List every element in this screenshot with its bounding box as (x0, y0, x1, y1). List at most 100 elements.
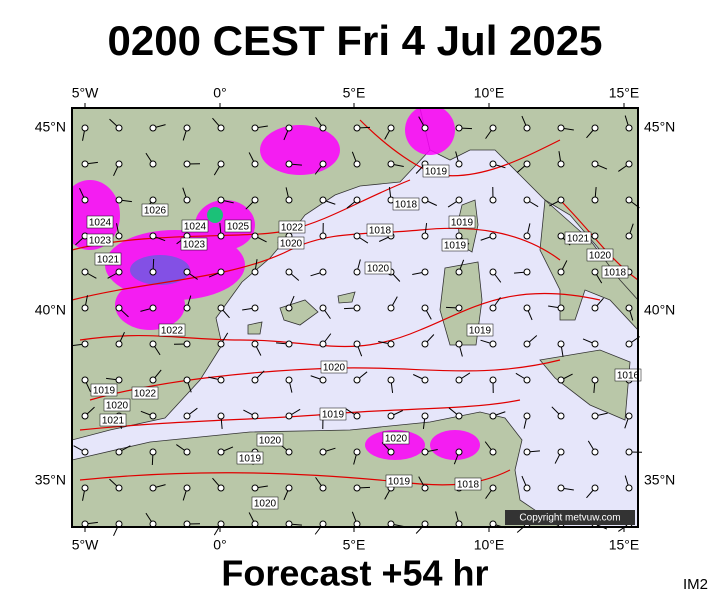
station (252, 233, 258, 239)
station (626, 341, 632, 347)
station (388, 305, 394, 311)
station (626, 125, 632, 131)
station (286, 125, 292, 131)
station (116, 341, 122, 347)
lon-label-bottom: 5°W (72, 537, 99, 553)
isobar-label: 1020 (259, 436, 282, 447)
station (116, 125, 122, 131)
isobar-label: 1025 (227, 222, 250, 233)
station (558, 305, 564, 311)
station (320, 269, 326, 275)
station (252, 341, 258, 347)
isobar-label: 1024 (89, 218, 112, 229)
station (252, 125, 258, 131)
copyright: Copyright metvuw.com (519, 513, 620, 524)
station (218, 269, 224, 275)
station (184, 197, 190, 203)
station (592, 305, 598, 311)
station (422, 377, 428, 383)
lon-label-bottom: 5°E (343, 537, 366, 553)
station (354, 449, 360, 455)
station (354, 161, 360, 167)
station (422, 413, 428, 419)
station (252, 413, 258, 419)
station (116, 305, 122, 311)
station (82, 377, 88, 383)
station (286, 305, 292, 311)
station (456, 269, 462, 275)
station (490, 125, 496, 131)
station (184, 161, 190, 167)
station (354, 125, 360, 131)
station (592, 161, 598, 167)
station (558, 377, 564, 383)
station (184, 413, 190, 419)
station (286, 161, 292, 167)
station (116, 233, 122, 239)
station (218, 161, 224, 167)
station (524, 233, 530, 239)
isobar-label: 1026 (144, 206, 167, 217)
station (456, 305, 462, 311)
station (150, 161, 156, 167)
station (456, 341, 462, 347)
station (150, 341, 156, 347)
station (116, 485, 122, 491)
station (286, 413, 292, 419)
station (286, 485, 292, 491)
station (456, 233, 462, 239)
station (524, 485, 530, 491)
station (388, 377, 394, 383)
station (626, 233, 632, 239)
station (388, 161, 394, 167)
station (422, 449, 428, 455)
isobar-label: 1019 (444, 241, 467, 252)
isobar-label: 1019 (93, 386, 116, 397)
station (558, 485, 564, 491)
station (218, 125, 224, 131)
station (82, 305, 88, 311)
station (116, 377, 122, 383)
station (490, 413, 496, 419)
rain-area (115, 280, 185, 330)
station (558, 233, 564, 239)
station (320, 161, 326, 167)
station (354, 305, 360, 311)
lat-label-right: 35°N (644, 472, 675, 488)
station (524, 341, 530, 347)
station (388, 413, 394, 419)
station (490, 305, 496, 311)
isobar-label: 1019 (388, 477, 411, 488)
station (592, 269, 598, 275)
lon-label-bottom: 15°E (609, 537, 640, 553)
isobar-label: 1024 (184, 222, 207, 233)
station (286, 269, 292, 275)
station (626, 305, 632, 311)
station (592, 233, 598, 239)
station (524, 305, 530, 311)
station (388, 341, 394, 347)
station (558, 413, 564, 419)
isobar-label: 1019 (451, 218, 474, 229)
station (524, 269, 530, 275)
station (422, 485, 428, 491)
station (184, 269, 190, 275)
station (456, 449, 462, 455)
station (150, 377, 156, 383)
station (354, 233, 360, 239)
lon-label-bottom: 10°E (474, 537, 505, 553)
station (592, 197, 598, 203)
station (150, 485, 156, 491)
station (490, 197, 496, 203)
station (286, 377, 292, 383)
isobar-label: 1022 (134, 389, 157, 400)
station (150, 125, 156, 131)
station (150, 197, 156, 203)
rain-core (130, 255, 190, 285)
station (320, 197, 326, 203)
station (218, 233, 224, 239)
title: 0200 CEST Fri 4 Jul 2025 (108, 17, 603, 64)
station (354, 485, 360, 491)
